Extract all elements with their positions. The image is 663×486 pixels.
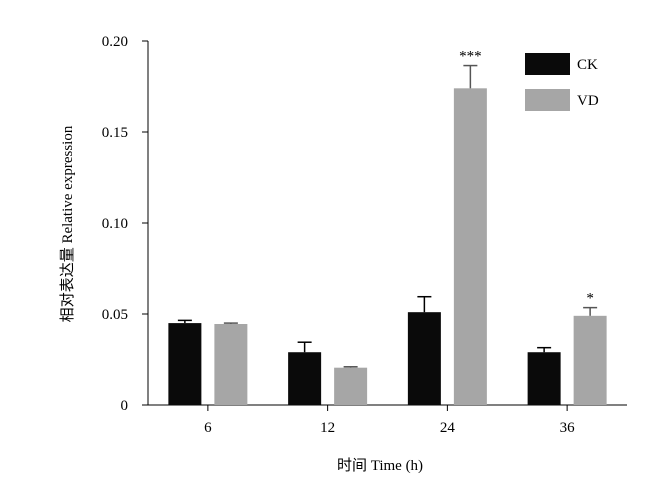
bar	[214, 324, 248, 405]
bar	[334, 367, 368, 405]
bar	[453, 88, 487, 405]
bar	[573, 315, 607, 405]
significance-label: ***	[459, 49, 482, 65]
bar	[168, 323, 202, 405]
legend-label: VD	[577, 93, 599, 109]
legend-swatch	[525, 53, 570, 75]
y-axis-label: 相对表达量 Relative expression	[59, 125, 76, 322]
legend-label: CK	[577, 57, 598, 73]
x-tick-label: 24	[440, 420, 456, 436]
y-tick-label: 0.05	[102, 307, 128, 323]
y-tick-label: 0.15	[102, 125, 128, 141]
bars: ****	[168, 49, 607, 405]
significance-label: *	[586, 291, 594, 307]
bar	[288, 352, 322, 405]
y-tick-label: 0	[121, 398, 129, 414]
x-tick-label: 36	[560, 420, 576, 436]
bar	[527, 352, 561, 405]
axes: 0 0.05 0.10 0.15 0.20 6 12 24 36	[102, 34, 627, 436]
x-tick-label: 6	[204, 420, 212, 436]
legend-swatch	[525, 89, 570, 111]
y-tick-label: 0.10	[102, 216, 128, 232]
y-tick-label: 0.20	[102, 34, 128, 50]
bar	[407, 312, 441, 405]
x-axis-label: 时间 Time (h)	[337, 457, 423, 474]
legend: CK VD	[525, 53, 599, 111]
x-tick-label: 12	[320, 420, 335, 436]
